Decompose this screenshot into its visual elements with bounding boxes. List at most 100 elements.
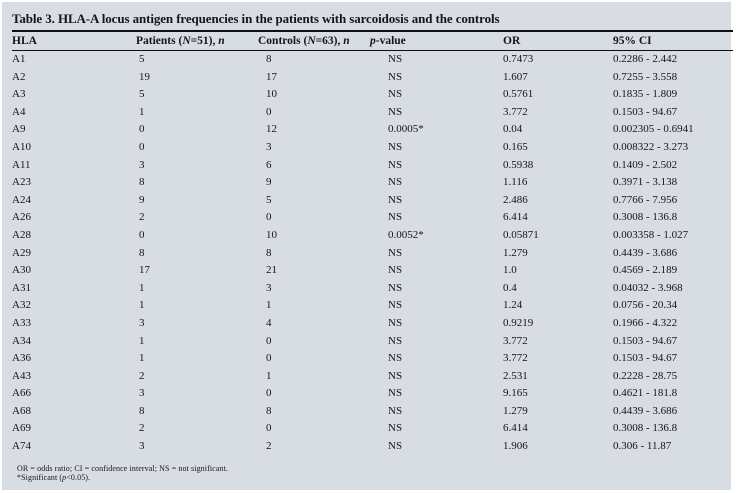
col-header-controls-count: n [343, 35, 350, 47]
cell-ci: 0.4621 - 181.8 [613, 387, 678, 400]
col-header-controls-n: N [307, 35, 316, 47]
table-header-row: HLA Patients (N=51), n Controls (N=63), … [12, 32, 733, 51]
table-row: A30 17 21 NS 1.0 0.4569 - 2.189 [12, 262, 733, 280]
footnote-significance-pre: *Significant ( [17, 473, 63, 483]
table-row: A33 3 4 NS 0.9219 0.1966 - 4.322 [12, 315, 733, 333]
cell-ci: 0.7255 - 3.558 [613, 70, 678, 83]
cell-hla: A11 [12, 158, 31, 171]
cell-patients: 1 [139, 334, 145, 347]
table-inner: Table 3. HLA-A locus antigen frequencies… [12, 2, 733, 483]
cell-or: 2.486 [503, 193, 528, 206]
cell-or: 6.414 [503, 422, 528, 435]
cell-hla: A30 [12, 264, 31, 277]
col-header-pvalue-p: p [370, 35, 376, 47]
footnote-abbreviations: OR = odds ratio; CI = confidence interva… [17, 463, 229, 473]
cell-or: 9.165 [503, 387, 528, 400]
table-body: A1 5 8 NS 0.7473 0.2286 - 2.442 A2 19 17 NS 1.607 0… [12, 51, 733, 456]
footnote-significance-post: <0.05). [66, 473, 91, 483]
table-row: A26 2 0 NS 6.414 0.3008 - 136.8 [12, 209, 733, 227]
table-row: A2 19 17 NS 1.607 0.7255 - 3.558 [12, 69, 733, 87]
cell-hla: A33 [12, 316, 31, 329]
cell-hla: A74 [12, 440, 31, 453]
cell-patients: 8 [139, 404, 145, 417]
cell-controls: 0 [266, 334, 272, 347]
col-header-ci: 95% CI [613, 32, 733, 51]
cell-controls: 1 [266, 299, 272, 312]
table-row: A24 9 5 NS 2.486 0.7766 - 7.956 [12, 192, 733, 210]
cell-or: 0.5761 [503, 88, 534, 101]
cell-ci: 0.7766 - 7.956 [613, 193, 678, 206]
cell-p-value: NS [388, 281, 403, 294]
table-row: A43 2 1 NS 2.531 0.2228 - 28.75 [12, 368, 733, 386]
cell-p-value: NS [388, 352, 403, 365]
cell-hla: A24 [12, 193, 31, 206]
cell-p-value: 0.0052* [388, 228, 424, 241]
cell-ci: 0.306 - 11.87 [613, 440, 672, 453]
cell-patients: 3 [139, 316, 145, 329]
table-row: A31 1 3 NS 0.4 0.04032 - 3.968 [12, 280, 733, 298]
cell-p-value: NS [388, 404, 403, 417]
col-header-patients: Patients (N=51), n [136, 32, 258, 51]
col-header-controls: Controls (N=63), n [258, 32, 370, 51]
cell-patients: 0 [139, 140, 145, 153]
cell-patients: 8 [139, 176, 145, 189]
cell-hla: A10 [12, 140, 31, 153]
cell-controls: 4 [266, 316, 272, 329]
table-row: A23 8 9 NS 1.116 0.3971 - 3.138 [12, 174, 733, 192]
cell-ci: 0.0756 - 20.34 [613, 299, 678, 312]
cell-p-value: NS [388, 70, 403, 83]
cell-or: 0.5938 [503, 158, 534, 171]
cell-ci: 0.2286 - 2.442 [613, 53, 678, 65]
col-header-patients-label: Patients ( [136, 35, 183, 47]
col-header-controls-mid: =63), [315, 35, 344, 47]
table-row: A9 0 12 0.0005* 0.04 0.002305 - 0.6941 [12, 121, 733, 139]
cell-controls: 3 [266, 140, 272, 153]
cell-p-value: NS [388, 440, 403, 453]
cell-ci: 0.2228 - 28.75 [613, 369, 678, 382]
cell-patients: 2 [139, 211, 145, 224]
cell-patients: 5 [139, 88, 145, 101]
cell-patients: 5 [139, 53, 145, 65]
cell-controls: 21 [266, 264, 277, 277]
cell-ci: 0.1503 - 94.67 [613, 105, 678, 118]
cell-controls: 10 [266, 88, 277, 101]
cell-or: 6.414 [503, 211, 528, 224]
cell-hla: A68 [12, 404, 31, 417]
cell-patients: 1 [139, 299, 145, 312]
col-header-hla: HLA [12, 32, 136, 51]
table-row: A68 8 8 NS 1.279 0.4439 - 3.686 [12, 403, 733, 421]
cell-or: 1.279 [503, 246, 528, 259]
cell-patients: 8 [139, 246, 145, 259]
cell-ci: 0.1503 - 94.67 [613, 334, 678, 347]
cell-controls: 1 [266, 369, 272, 382]
cell-hla: A28 [12, 228, 31, 241]
cell-p-value: NS [388, 211, 403, 224]
cell-controls: 2 [266, 440, 272, 453]
cell-ci: 0.3008 - 136.8 [613, 422, 678, 435]
cell-or: 3.772 [503, 105, 528, 118]
cell-controls: 0 [266, 422, 272, 435]
footnote-significance-p: p [62, 473, 67, 483]
cell-hla: A66 [12, 387, 31, 400]
cell-or: 0.9219 [503, 316, 534, 329]
cell-controls: 0 [266, 387, 272, 400]
cell-or: 1.906 [503, 440, 528, 453]
cell-ci: 0.1966 - 4.322 [613, 316, 678, 329]
col-header-patients-mid: =51), [190, 35, 219, 47]
cell-controls: 0 [266, 211, 272, 224]
cell-hla: A43 [12, 369, 31, 382]
cell-hla: A2 [12, 70, 26, 83]
cell-controls: 8 [266, 53, 272, 65]
cell-or: 1.116 [503, 176, 528, 189]
cell-ci: 0.008322 - 3.273 [613, 140, 689, 153]
table-row: A36 1 0 NS 3.772 0.1503 - 94.67 [12, 350, 733, 368]
cell-ci: 0.1503 - 94.67 [613, 352, 678, 365]
cell-hla: A26 [12, 211, 31, 224]
cell-ci: 0.1409 - 2.502 [613, 158, 678, 171]
cell-ci: 0.3008 - 136.8 [613, 211, 678, 224]
cell-patients: 9 [139, 193, 145, 206]
cell-p-value: NS [388, 105, 403, 118]
cell-hla: A4 [12, 105, 26, 118]
cell-ci: 0.4569 - 2.189 [613, 264, 678, 277]
cell-ci: 0.1835 - 1.809 [613, 88, 678, 101]
